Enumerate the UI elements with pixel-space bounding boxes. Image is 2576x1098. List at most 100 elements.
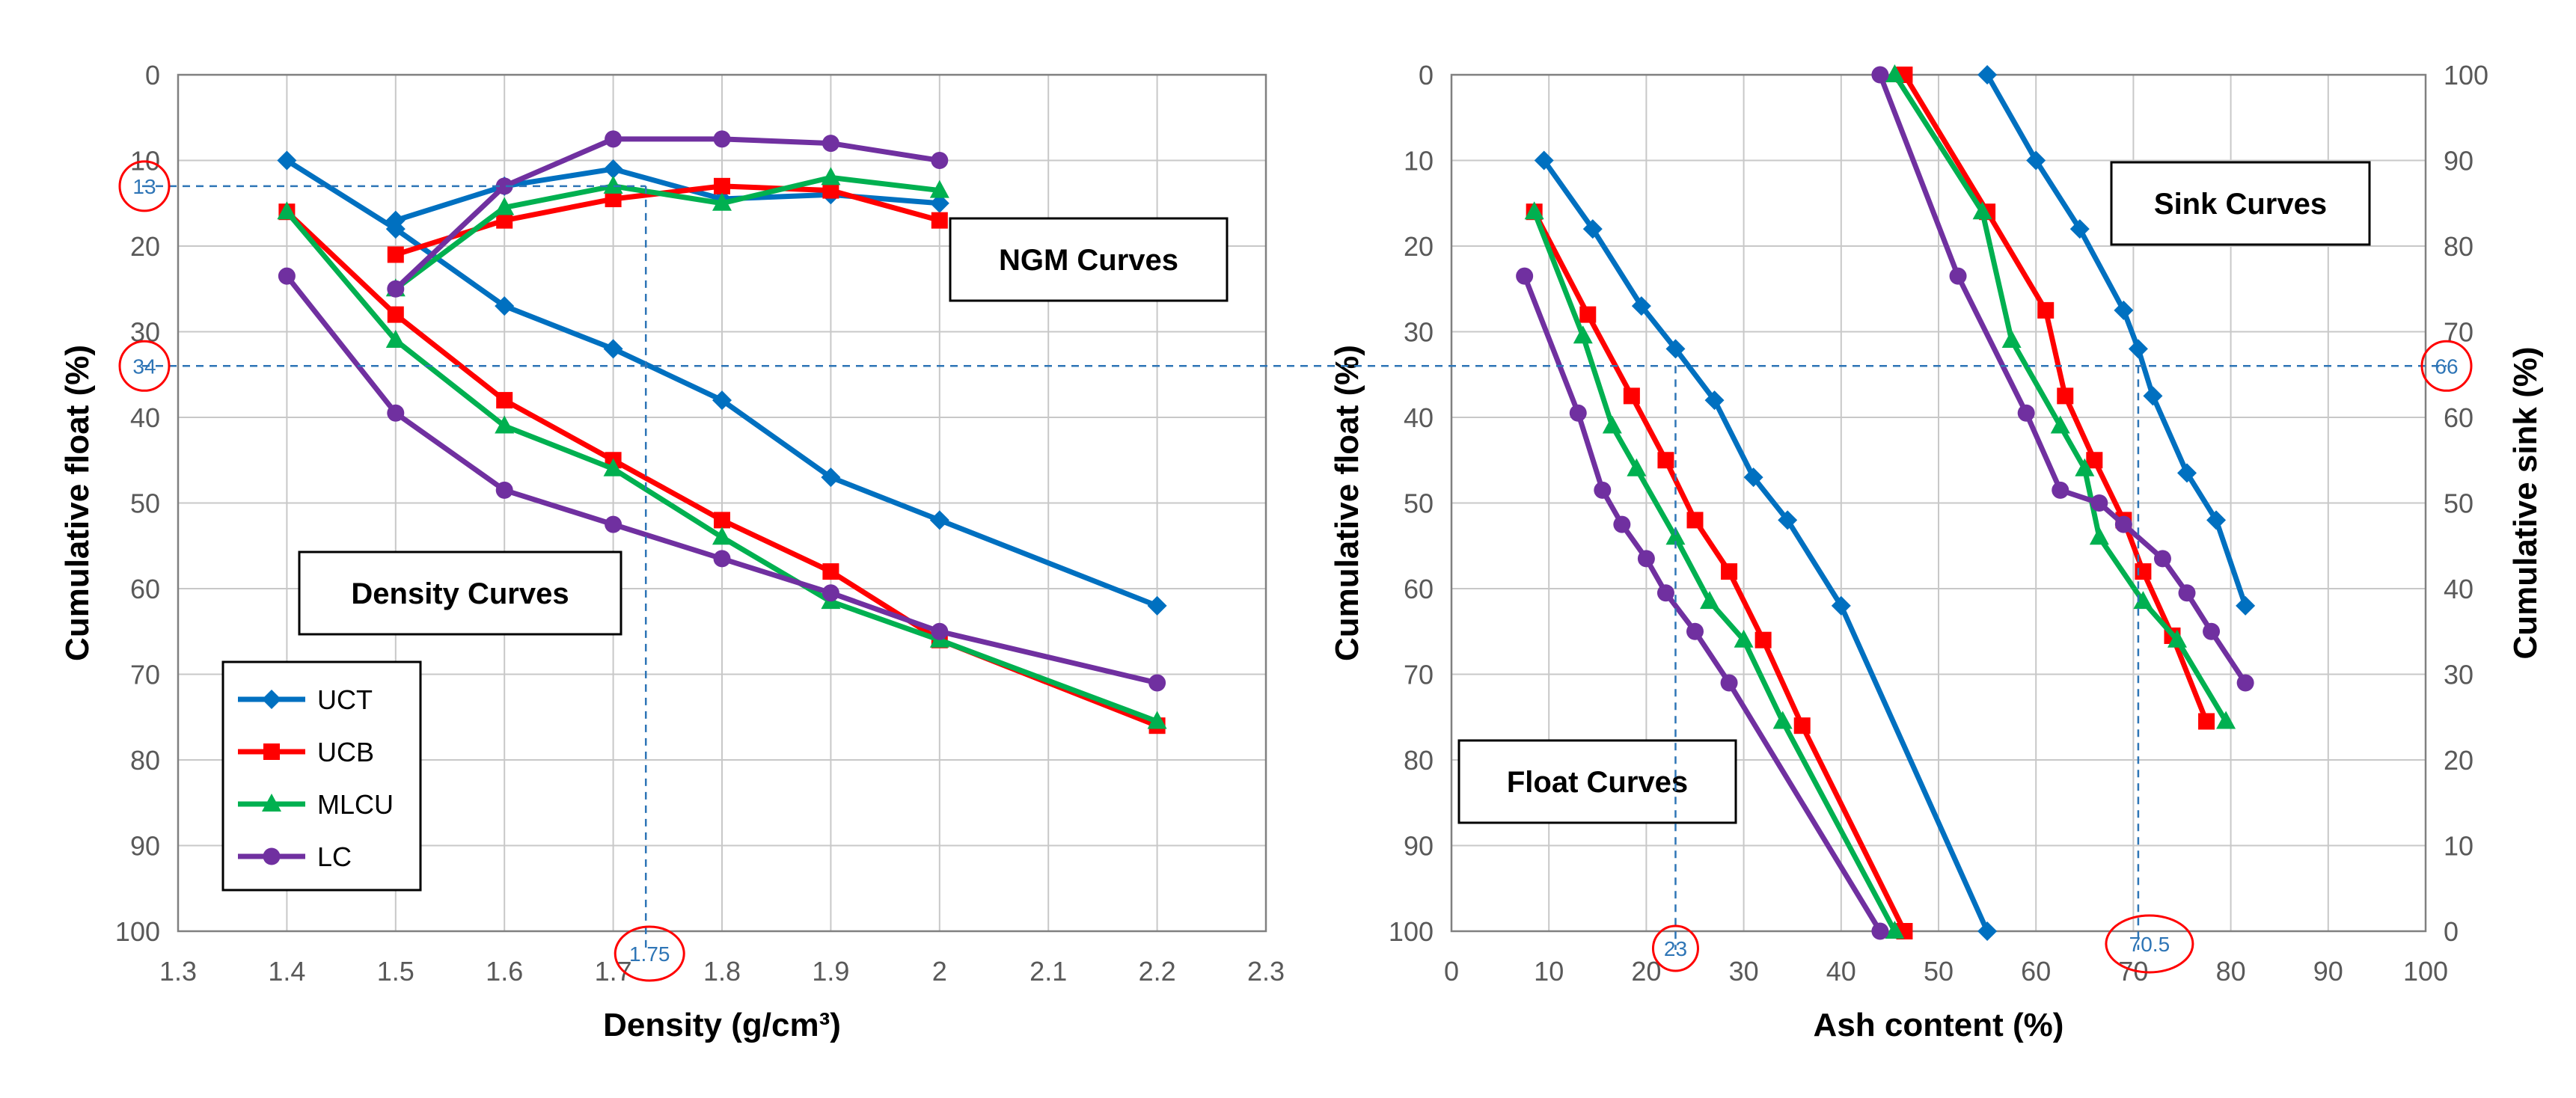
series-float-curves-lc [1516,267,1889,940]
sink-curves-label: Sink Curves [2154,188,2327,221]
ngm-curves-label: NGM Curves [999,244,1178,277]
x-tick-label: 1.3 [159,956,197,987]
data-point [2001,329,2022,348]
data-point [2153,550,2171,568]
y2-tick-label: 10 [2444,831,2473,862]
annotation-34-label: 34 [132,355,156,378]
series-line [1522,274,1882,933]
x-tick-label: 0 [1444,956,1459,987]
data-point [2114,515,2132,533]
data-point [714,177,730,194]
series-line [285,158,1158,609]
annotation-70-5-circle [2105,914,2194,974]
data-point [495,415,515,434]
series-line [394,174,940,292]
x-tick-label: 1.5 [377,956,414,987]
y2-tick-label: 60 [2444,402,2473,433]
data-point [1627,458,1647,476]
y-tick-label: 70 [130,660,160,690]
data-point [1657,452,1674,469]
data-point [2216,711,2236,729]
data-point [1686,622,1704,640]
series-density-curves-lc [278,267,1166,692]
x-tick-label: 10 [1534,956,1564,987]
annotation-34-circle [118,340,171,392]
y2-tick-label: 50 [2444,488,2473,519]
density-curves-box [298,550,622,636]
data-point [496,212,513,229]
y-tick-label: 90 [1404,831,1434,862]
data-point [603,339,623,359]
data-point [495,481,513,499]
y-tick-label: 40 [130,402,160,433]
annotation-23-circle [1651,924,1699,972]
x-tick-label: 1.9 [812,956,849,987]
data-point [2090,494,2108,512]
data-point [712,192,732,211]
x-tick-label: 90 [2313,956,2343,987]
legend-mlcu-marker [262,794,281,812]
legend-uct-label: UCT [317,684,373,715]
x-tick-label: 1.4 [268,956,305,987]
data-point [496,392,513,409]
annotation-70-5-label: 70.5 [2129,933,2170,956]
data-point [1793,717,1811,734]
series-line [284,209,1158,724]
plot-area-frame [1450,73,2427,933]
data-point [1885,921,1905,939]
x-tick-label: 40 [1826,956,1856,987]
data-point [2075,458,2095,476]
data-point [1686,512,1704,529]
data-point [2017,404,2035,422]
data-point [387,306,404,323]
data-point [1977,921,1998,941]
data-point [1871,66,1889,84]
data-point [1534,150,1554,171]
data-point [2050,415,2070,434]
series-line [394,136,940,291]
annotation-23-label: 23 [1664,937,1687,960]
data-point [2069,219,2090,239]
data-point [2198,713,2215,730]
data-point [1734,629,1754,648]
density-curves-label: Density Curves [351,577,569,610]
data-point [712,390,732,411]
plot-area-frame [177,73,1267,933]
data-point [713,130,731,148]
y-axis-title: Cumulative float (%) [1329,345,1365,661]
series-sink-curves-mlcu [1885,64,2236,729]
data-point [495,177,513,195]
data-point [385,329,406,348]
x-tick-label: 2.1 [1030,956,1067,987]
y-tick-label: 30 [1404,317,1434,348]
guide-lines: 13 34 1.75 23 70.5 66 [118,160,2473,982]
legend: UCT UCB MLCU LC [221,660,422,892]
data-point [2203,622,2221,640]
data-point [2026,150,2046,171]
data-point [1569,404,1587,422]
data-point [2086,452,2103,469]
data-point [1831,595,1851,616]
data-point [2128,339,2148,359]
data-point [1778,510,1798,530]
series-sink-curves-uct [1977,65,2256,616]
data-point [605,515,622,533]
data-point [1594,481,1612,499]
y-axis-title: Cumulative float (%) [59,345,96,661]
data-point [605,191,622,208]
data-point [278,267,296,285]
x-tick-label: 50 [1924,956,1954,987]
data-point [1949,267,1967,285]
y-tick-label: 0 [1419,60,1434,91]
data-point [1871,922,1889,940]
data-point [387,280,405,298]
legend-mlcu-label: MLCU [317,789,394,820]
data-point [2167,629,2187,648]
data-point [714,512,730,529]
annotation-13-circle [118,160,171,212]
data-point [2052,481,2069,499]
x-tick-label: 80 [2216,956,2246,987]
y-tick-label: 80 [1404,745,1434,776]
annotation-1-75-circle [614,925,685,982]
